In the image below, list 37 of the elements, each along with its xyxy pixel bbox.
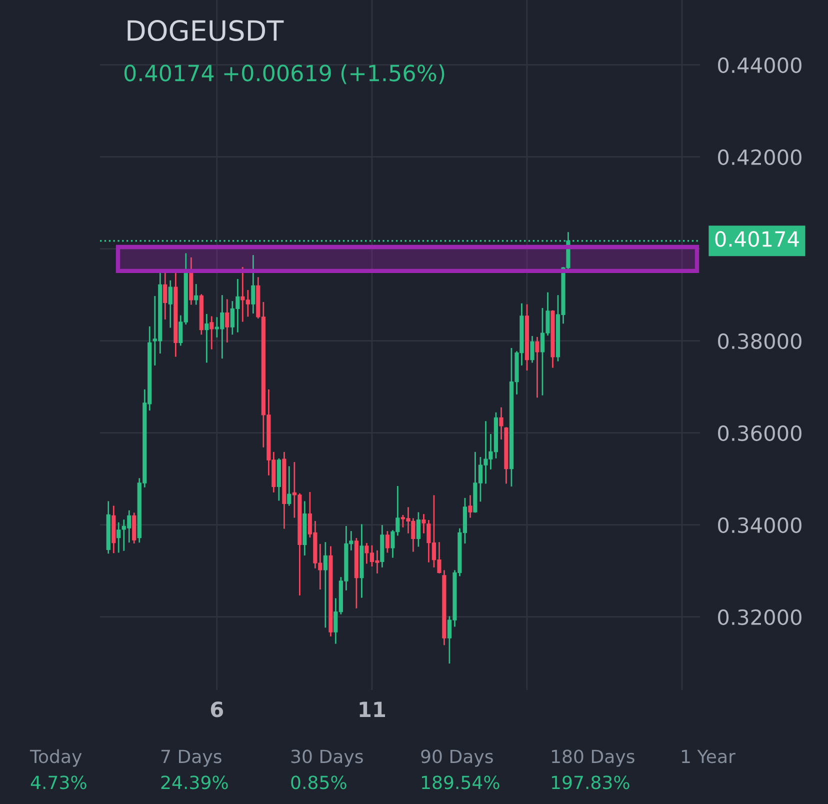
text: 0.40174 +0.00619 (+1.56%) bbox=[124, 64, 444, 84]
candlestick bbox=[468, 495, 472, 518]
candlestick bbox=[225, 299, 230, 342]
text: 30 Days bbox=[291, 750, 363, 767]
candlestick bbox=[287, 466, 292, 506]
x-tick-label: 11 bbox=[360, 702, 385, 717]
text: 189.54% bbox=[422, 776, 500, 790]
text: 4.73% bbox=[30, 776, 86, 790]
candlestick bbox=[194, 284, 198, 305]
text: 7 Days bbox=[161, 750, 222, 767]
candlestick bbox=[323, 542, 328, 628]
text: 197.83% bbox=[552, 776, 630, 790]
x-tick-label: 6 bbox=[210, 702, 224, 718]
candlestick bbox=[251, 255, 256, 314]
text: 24.39% bbox=[161, 776, 228, 790]
candlestick bbox=[168, 280, 172, 328]
text: DOGEUSDT bbox=[128, 20, 284, 42]
y-tick-label: 0.38000 bbox=[718, 333, 802, 350]
candlestick bbox=[385, 531, 390, 553]
text: 90 Days bbox=[421, 750, 493, 767]
ref-line-label: 0.40174 bbox=[715, 231, 799, 247]
text: 1 Year bbox=[682, 750, 736, 764]
candlestick bbox=[204, 314, 209, 363]
y-tick-label: 0.42000 bbox=[718, 149, 802, 166]
candlestick bbox=[422, 514, 426, 534]
y-tick-label: 0.36000 bbox=[718, 425, 802, 442]
candlestick bbox=[535, 336, 540, 398]
text: Today bbox=[30, 749, 82, 767]
candlestick bbox=[416, 512, 421, 547]
candlestick bbox=[530, 336, 534, 363]
y-tick-label: 0.32000 bbox=[718, 609, 802, 626]
candlestick bbox=[210, 316, 214, 350]
y-tick-label: 0.34000 bbox=[718, 517, 802, 534]
text: 180 Days bbox=[552, 750, 634, 767]
y-tick-label: 0.44000 bbox=[718, 57, 802, 74]
candlestick bbox=[499, 407, 504, 440]
text: 0.85% bbox=[291, 776, 346, 790]
